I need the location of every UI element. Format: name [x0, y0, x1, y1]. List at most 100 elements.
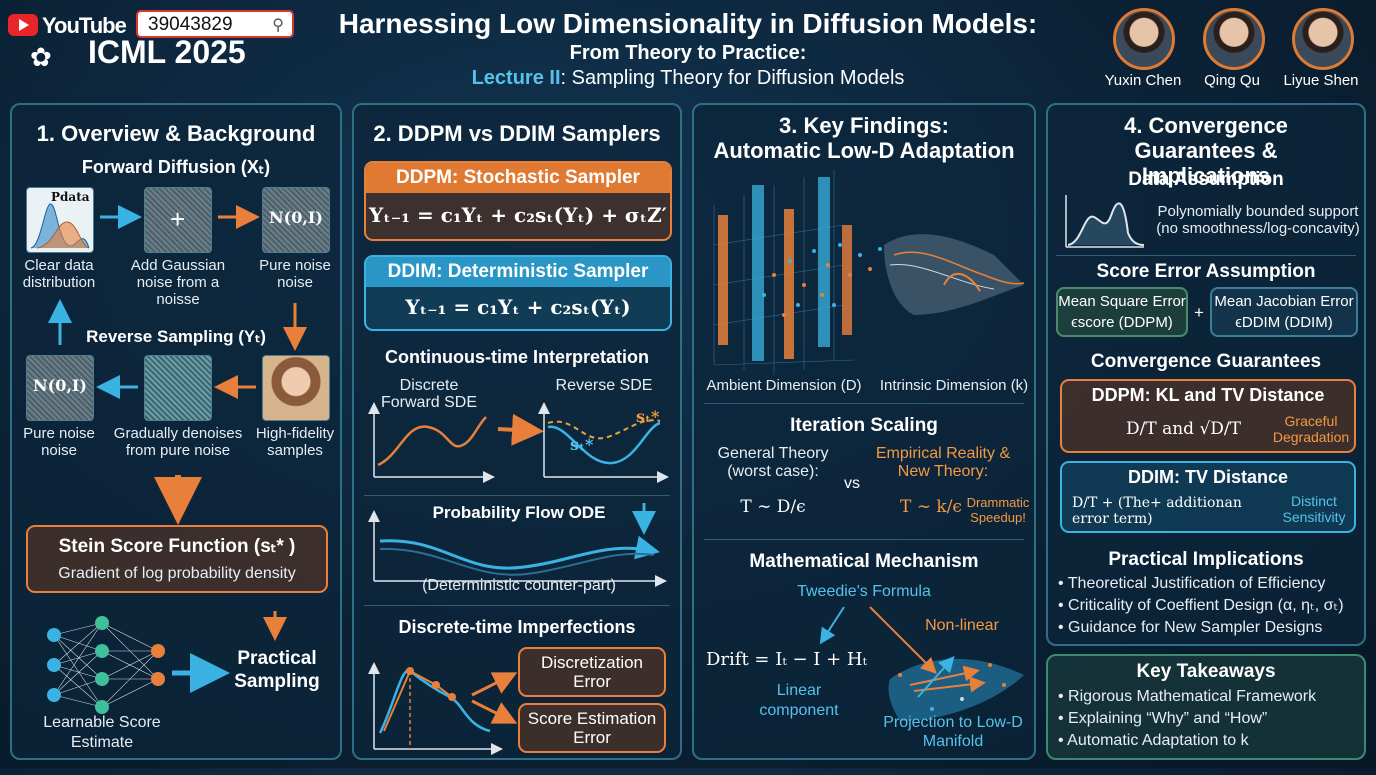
- search-icon[interactable]: ⚲: [272, 17, 284, 34]
- bar: [818, 177, 830, 347]
- flow-title: Probability Flow ODE: [432, 503, 606, 522]
- practical-sampling-label: Practical Sampling: [234, 648, 320, 692]
- mechanism-title: Mathematical Mechanism: [749, 551, 979, 572]
- divider: [704, 539, 1024, 540]
- panel-title-line2: Automatic Low-D Adaptation: [713, 138, 1015, 163]
- nonlinear-label: Non-linear: [925, 617, 999, 634]
- ddpm-formula: D/T and √D/T: [1126, 419, 1241, 439]
- pure-noise-thumb: N(0,I): [262, 187, 330, 253]
- panel-title-line1: 3. Key Findings:: [779, 113, 949, 138]
- takeaways-list: Rigorous Mathematical Framework Explaini…: [1058, 686, 1316, 752]
- bar: [752, 185, 764, 361]
- discretization-error-label: Discretization Error: [540, 653, 644, 691]
- list-item: Rigorous Mathematical Framework: [1058, 686, 1316, 708]
- pure-noise-thumb-2: N(0,I): [26, 355, 94, 421]
- speaker-name: Yuxin Chen: [1104, 72, 1182, 89]
- speaker-name: Liyue Shen: [1283, 72, 1359, 89]
- vs-label: vs: [844, 475, 860, 492]
- discretization-error-box: Discretization Error: [518, 647, 666, 697]
- pdata-label: Pdata: [51, 190, 90, 204]
- ddpm-kl-box: DDPM: KL and TV Distance D/T and √D/T Gr…: [1060, 379, 1356, 453]
- add-noise-label: Add Gaussian noise from a noisse: [130, 257, 226, 308]
- panel-title: 2. DDPM vs DDIM Samplers: [373, 121, 661, 146]
- main-title: Harnessing Low Dimensionality in Diffusi…: [338, 8, 1038, 39]
- score-estimation-error-label: Score Estimation Error: [527, 709, 657, 747]
- convergence-title: Convergence Guarantees: [1090, 351, 1322, 372]
- general-equation: T ∼ D/ϵ: [740, 497, 806, 517]
- data-assumption-title: Data Assumption: [1128, 169, 1284, 190]
- data-assumption-text: Polynomially bounded support (no smoothn…: [1156, 203, 1360, 237]
- continuous-title: Continuous-time Interpretation: [385, 347, 649, 367]
- pure-noise-label: Pure noise noise: [259, 257, 331, 291]
- main-subtitle: From Theory to Practice:: [569, 42, 807, 64]
- youtube-logo[interactable]: YouTube: [8, 10, 128, 40]
- ddpm-title: DDPM: Stochastic Sampler: [366, 163, 670, 193]
- mse-label: Mean Square Error: [1058, 293, 1186, 310]
- divider: [704, 403, 1024, 404]
- drift-equation: Drift = Iₜ − I + Hₜ: [706, 649, 868, 670]
- ddpm-equation: Yₜ₋₁ = c₁Yₜ + c₂sₜ(Yₜ) + σₜZ′: [369, 203, 667, 227]
- list-item: Automatic Adaptation to k: [1058, 730, 1316, 752]
- normal-label-2: N(0,I): [33, 376, 87, 395]
- stein-subtitle: Gradient of log probability density: [58, 565, 296, 582]
- mse-box: Mean Square Error ϵscore (DDPM): [1056, 287, 1188, 337]
- list-item: Explaining “Why” and “How”: [1058, 708, 1316, 730]
- search-input[interactable]: 39043829: [148, 14, 233, 35]
- avatar: [1203, 8, 1265, 70]
- denoise-label: Gradually denoises from pure noise: [113, 425, 243, 459]
- projection-label: Projection to Low-D Manifold: [883, 714, 1023, 750]
- avatar: [1292, 8, 1354, 70]
- distinct-label: Distinct Sensitivity: [1282, 493, 1346, 525]
- ddpm-kl-title: DDPM: KL and TV Distance: [1091, 385, 1325, 405]
- clear-data-label: Clear data distribution: [22, 257, 96, 291]
- density-curve-icon: [30, 203, 90, 249]
- pure-noise-label-2: Pure noise noise: [23, 425, 95, 459]
- data-distribution-thumb: Pdata: [26, 187, 94, 253]
- empirical-equation: T ∼ k/ϵ: [900, 497, 962, 517]
- play-triangle-icon: [19, 19, 29, 31]
- lecture-prefix: Lecture II: [471, 67, 561, 89]
- panel-convergence: 4. Convergence Guarantees & Implications…: [1046, 103, 1366, 646]
- ddim-tv-box: DDIM: TV Distance D/T + (The+ additionan…: [1060, 461, 1356, 533]
- panel-samplers: 2. DDPM vs DDIM Samplers DDPM: Stochasti…: [352, 103, 682, 760]
- list-item: Theoretical Justification of Efficiency: [1058, 573, 1344, 595]
- forward-diffusion-label: Forward Diffusion (Xₜ): [81, 157, 271, 177]
- general-theory-label: General Theory (worst case):: [717, 445, 829, 480]
- score-estimation-error-box: Score Estimation Error: [518, 703, 666, 753]
- panel-title: 4. Convergence Guarantees & Implications: [1124, 113, 1288, 188]
- divider: [364, 495, 670, 496]
- intrinsic-label: Intrinsic Dimension (k): [879, 377, 1029, 394]
- plus-icon: +: [170, 204, 186, 234]
- neural-network-icon: [47, 616, 165, 714]
- imperfections-title: Discrete-time Imperfections: [398, 617, 636, 637]
- density-icon: [1065, 195, 1145, 248]
- normal-label: N(0,I): [269, 208, 323, 227]
- hifi-sample-thumb: [262, 355, 330, 421]
- mje-label: Mean Jacobian Error: [1214, 293, 1354, 310]
- ddim-equation: Yₜ₋₁ = c₁Yₜ + c₂sₜ(Yₜ): [405, 295, 631, 319]
- score-error-title: Score Error Assumption: [1096, 261, 1316, 282]
- lecture-rest: : Sampling Theory for Diffusion Models: [560, 67, 905, 89]
- takeaways-title: Key Takeaways: [1136, 661, 1276, 682]
- list-item: Criticality of Coeffient Design (α, ηₜ, …: [1058, 595, 1343, 617]
- speedup-label: Drammatic Speedup!: [966, 495, 1030, 525]
- ddpm-box: DDPM: Stochastic Sampler Yₜ₋₁ = c₁Yₜ + c…: [364, 161, 672, 241]
- lecture-line: Lecture II: Sampling Theory for Diffusio…: [300, 67, 1076, 90]
- mje-sub: ϵDDIM (DDIM): [1235, 314, 1333, 331]
- denoise-thumb: [144, 355, 212, 421]
- youtube-label: YouTube: [42, 13, 127, 38]
- search-box[interactable]: 39043829 ⚲: [136, 10, 294, 38]
- ddim-box: DDIM: Deterministic Sampler Yₜ₋₁ = c₁Yₜ …: [364, 255, 672, 331]
- panel-title: 1. Overview & Background: [36, 121, 316, 146]
- flow-subtitle: (Deterministic counter-part): [422, 577, 616, 594]
- ambient-label: Ambient Dimension (D): [706, 377, 862, 394]
- scatter-cloud: [762, 243, 882, 317]
- bar: [842, 225, 852, 335]
- panel-key-findings: 3. Key Findings: Automatic Low-D Adaptat…: [692, 103, 1036, 760]
- ddim-title: DDIM: Deterministic Sampler: [366, 257, 670, 287]
- panel-takeaways: Key Takeaways Rigorous Mathematical Fram…: [1046, 654, 1366, 760]
- ddim-formula: D/T + (The+ additionan error term): [1072, 495, 1242, 527]
- add-noise-thumb: +: [144, 187, 212, 253]
- stein-score-box: Stein Score Function (sₜ* ) Gradient of …: [26, 525, 328, 593]
- ddim-tv-title: DDIM: TV Distance: [1127, 467, 1289, 487]
